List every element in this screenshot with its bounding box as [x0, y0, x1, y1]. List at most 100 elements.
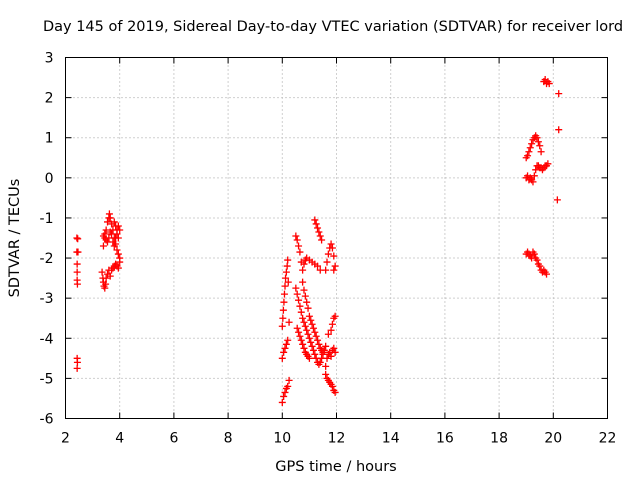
data-point: [74, 235, 82, 243]
data-point: [73, 280, 81, 288]
data-point: [295, 328, 303, 336]
data-point: [322, 266, 330, 274]
data-point: [314, 336, 322, 344]
data-point: [524, 152, 532, 160]
data-point: [104, 218, 112, 226]
data-point: [279, 306, 287, 314]
data-point: [328, 244, 336, 252]
y-tick-label: -2: [40, 251, 54, 267]
data-point: [543, 270, 551, 278]
data-point: [309, 324, 317, 332]
data-point: [281, 388, 289, 396]
data-point: [311, 350, 319, 358]
data-point: [278, 398, 286, 406]
grid: [65, 57, 608, 419]
x-tick-label: 6: [169, 431, 178, 447]
data-point: [293, 236, 301, 244]
data-point: [281, 344, 289, 352]
data-point: [73, 260, 81, 268]
y-tick-label: -5: [40, 371, 54, 387]
x-tick-label: 2: [61, 431, 70, 447]
y-tick-label: -6: [40, 412, 54, 428]
data-point: [300, 260, 308, 268]
y-tick-label: -3: [40, 291, 54, 307]
data-point: [328, 320, 336, 328]
data-point: [295, 242, 303, 250]
data-point: [320, 346, 328, 354]
data-point: [328, 382, 336, 390]
data-point: [536, 262, 544, 270]
data-point: [528, 140, 536, 148]
data-point: [283, 262, 291, 270]
data-point: [530, 250, 538, 258]
x-tick-label: 14: [382, 431, 400, 447]
data-point: [280, 392, 288, 400]
data-point: [304, 304, 312, 312]
data-point: [105, 234, 113, 242]
data-point: [116, 226, 124, 234]
data-point: [109, 238, 117, 246]
data-point: [99, 242, 107, 250]
data-point: [114, 264, 122, 272]
data-point: [331, 348, 339, 356]
data-point: [279, 314, 287, 322]
data-point: [284, 336, 292, 344]
x-tick-label: 8: [224, 431, 233, 447]
data-point: [301, 292, 309, 300]
data-point: [537, 148, 545, 156]
x-axis-label: GPS time / hours: [275, 459, 396, 475]
data-point: [327, 352, 335, 360]
data-point: [308, 342, 316, 350]
data-points: [73, 76, 563, 406]
data-point: [102, 280, 110, 288]
y-tick-label: 2: [45, 91, 54, 107]
data-point: [322, 362, 330, 370]
x-tick-label: 10: [273, 431, 291, 447]
data-point: [74, 248, 82, 256]
y-tick-label: 1: [45, 131, 54, 147]
data-point: [282, 340, 290, 348]
x-tick-label: 22: [599, 431, 617, 447]
x-tick-label: 4: [115, 431, 124, 447]
data-point: [315, 340, 323, 348]
data-point: [331, 262, 339, 270]
data-point: [296, 248, 304, 256]
data-point: [299, 266, 307, 274]
data-point: [292, 284, 300, 292]
data-point: [311, 328, 319, 336]
data-point: [331, 388, 339, 396]
data-point: [102, 274, 110, 282]
data-point: [106, 272, 114, 280]
data-point: [301, 322, 309, 330]
y-tick-label: -4: [40, 331, 54, 347]
plot-frame: [65, 57, 608, 419]
data-point: [300, 318, 308, 326]
data-point: [292, 232, 300, 240]
data-point: [323, 354, 331, 362]
data-point: [545, 80, 553, 88]
data-point: [555, 126, 563, 134]
data-point: [322, 342, 330, 350]
data-point: [312, 220, 320, 228]
data-point: [533, 256, 541, 264]
data-point: [324, 250, 332, 258]
data-point: [330, 344, 338, 352]
data-point: [282, 268, 290, 276]
data-point: [330, 266, 338, 274]
data-point: [324, 330, 332, 338]
data-point: [285, 376, 293, 384]
data-point: [73, 358, 81, 366]
data-point: [303, 326, 311, 334]
data-point: [323, 258, 331, 266]
data-point: [73, 268, 81, 276]
data-point: [98, 268, 106, 276]
data-point: [316, 358, 324, 366]
data-point: [307, 316, 315, 324]
data-point: [331, 312, 339, 320]
x-tick-label: 16: [436, 431, 454, 447]
data-point: [295, 296, 303, 304]
data-point: [316, 232, 324, 240]
data-point: [314, 262, 322, 270]
data-point: [297, 308, 305, 316]
